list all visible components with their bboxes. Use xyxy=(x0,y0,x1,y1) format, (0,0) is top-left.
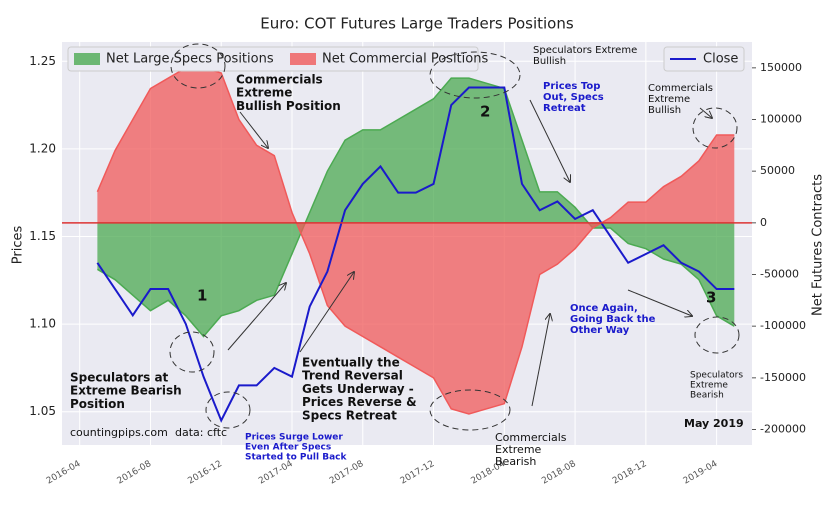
annotation: Extreme Bearish xyxy=(70,384,182,398)
x-tick-label: 2017-04 xyxy=(257,459,295,487)
annotation: Going Back the xyxy=(570,314,656,325)
annotation: Started to Pull Back xyxy=(245,452,347,462)
annotation: Speculators xyxy=(690,371,743,381)
annotation: Eventually the xyxy=(302,356,400,370)
y-tick-label: 1.05 xyxy=(29,404,56,418)
y-tick-label: 1.25 xyxy=(29,54,56,68)
legend-label: Close xyxy=(703,52,738,67)
legend-swatch xyxy=(74,53,100,65)
annotation: 1 xyxy=(197,287,207,305)
annotation: Bearish xyxy=(495,455,536,468)
y2-tick-label: 50000 xyxy=(760,164,795,177)
annotation: Specs Retreat xyxy=(302,408,397,422)
annotation: Extreme xyxy=(236,86,292,100)
annotation: data: cftc xyxy=(175,426,227,439)
y2-tick-label: 100000 xyxy=(760,113,802,126)
y2-tick-label: -150000 xyxy=(760,371,806,384)
annotation: 2 xyxy=(480,103,490,121)
annotation: Prices Surge Lower xyxy=(245,433,343,443)
x-tick-label: 2017-12 xyxy=(399,459,437,486)
x-tick-label: 2019-04 xyxy=(682,459,720,487)
annotation: Extreme xyxy=(648,94,690,105)
y2-axis-label: Net Futures Contracts xyxy=(811,174,826,316)
line xyxy=(96,86,735,423)
legend-swatch xyxy=(290,53,316,65)
highlight-circle xyxy=(692,107,738,149)
annotation: Trend Reversal xyxy=(302,369,403,383)
y2-tick-label: 0 xyxy=(760,216,767,229)
annotation: Bullish xyxy=(648,105,681,116)
y-tick-label: 1.10 xyxy=(29,317,56,331)
annotation: Bullish xyxy=(533,56,566,67)
annotation: Speculators Extreme xyxy=(533,45,637,56)
area xyxy=(97,78,735,337)
annotation: 3 xyxy=(706,289,716,307)
legend-label: Net Large Specs Positions xyxy=(106,52,274,67)
arrow xyxy=(699,107,712,118)
annotation: Commercials xyxy=(236,73,323,87)
line xyxy=(97,77,735,338)
arrow xyxy=(531,314,550,407)
legend-label: Net Commercial Positions xyxy=(322,52,488,67)
annotation: Extreme xyxy=(690,380,728,390)
highlight-circle xyxy=(205,391,251,429)
x-tick-label: 2016-12 xyxy=(186,459,224,486)
chart-title: Euro: COT Futures Large Traders Position… xyxy=(260,15,574,33)
annotation: Even After Specs xyxy=(245,442,331,452)
y-tick-label: 1.15 xyxy=(29,229,56,243)
annotation: Other Way xyxy=(570,325,630,336)
annotation: Prices Top xyxy=(543,81,600,92)
legend-box xyxy=(67,46,479,72)
arrow xyxy=(239,111,268,148)
area xyxy=(97,67,735,414)
highlight-circle xyxy=(694,316,740,354)
annotation: May 2019 xyxy=(684,417,744,430)
x-tick-label: 2018-08 xyxy=(540,459,578,487)
annotation: Gets Underway - xyxy=(302,382,414,396)
y-tick-label: 1.20 xyxy=(29,141,56,155)
x-tick-label: 2016-04 xyxy=(45,459,83,487)
arrow xyxy=(227,283,286,351)
y2-tick-label: -100000 xyxy=(760,319,806,332)
y2-tick-label: 150000 xyxy=(760,61,802,74)
annotation: Speculators at xyxy=(70,371,169,385)
annotation: countingpips.com xyxy=(70,426,168,439)
highlight-circle xyxy=(169,331,215,373)
arrow xyxy=(627,289,692,316)
x-tick-label: 2016-08 xyxy=(116,459,154,487)
y2-tick-label: -200000 xyxy=(760,423,806,436)
annotation: Prices Reverse & xyxy=(302,395,417,409)
annotation: Out, Specs xyxy=(543,92,604,103)
x-tick-label: 2017-08 xyxy=(328,459,366,487)
x-tick-label: 2018-12 xyxy=(611,459,649,486)
annotation: Extreme xyxy=(495,443,542,456)
arrow xyxy=(529,99,570,182)
annotation: Once Again, xyxy=(570,303,638,314)
y-axis-label: Prices xyxy=(11,226,26,265)
highlight-circle xyxy=(170,43,226,89)
highlight-circle xyxy=(429,389,511,431)
annotation: Bearish xyxy=(690,390,724,400)
arrow xyxy=(299,272,354,353)
annotation: Commercials xyxy=(648,83,713,94)
annotation: Position xyxy=(70,397,125,411)
annotation: Bullish Position xyxy=(236,99,341,113)
annotation: Retreat xyxy=(543,103,586,114)
y2-tick-label: -50000 xyxy=(760,268,799,281)
annotation: Commercials xyxy=(495,431,567,444)
legend-box xyxy=(663,46,745,72)
highlight-circle xyxy=(429,51,521,99)
